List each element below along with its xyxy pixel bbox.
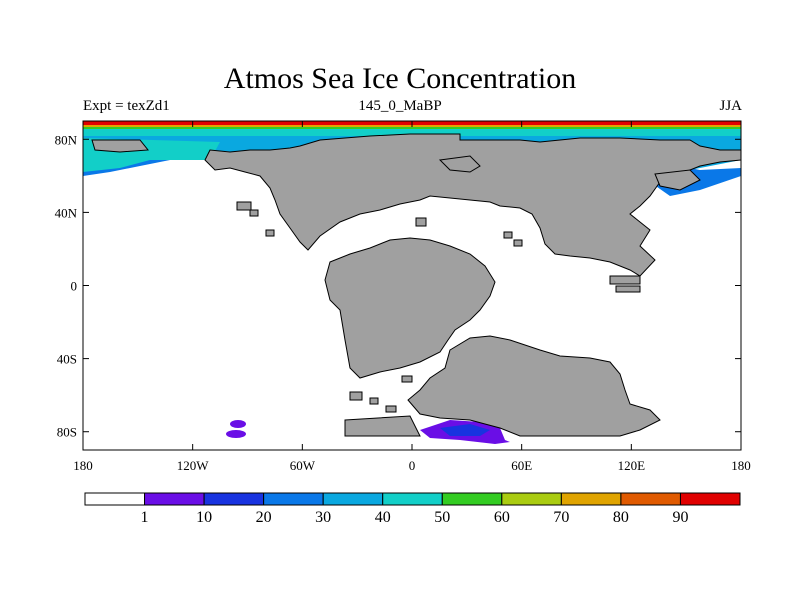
ice-patch-2	[226, 430, 246, 438]
ice-band-60	[83, 127, 741, 130]
season-label: JJA	[719, 98, 742, 114]
colorbar: 1 10 20 30 40 50 60 70 80 90	[84, 492, 741, 526]
island-2	[249, 209, 259, 217]
island-10	[385, 405, 397, 413]
colorbar-label: 1	[141, 509, 149, 526]
colorbar-box-1	[144, 492, 205, 506]
colorbar-box-0	[84, 492, 146, 506]
colorbar-box-6	[441, 492, 503, 506]
x-tick-label: 120E	[618, 458, 646, 473]
land-greenland	[91, 139, 149, 153]
colorbar-label: 30	[315, 509, 331, 526]
time-label: 145_0_MaBP	[358, 98, 442, 114]
y-tick-label: 0	[71, 279, 78, 294]
ice-antarctic-inner	[440, 424, 490, 436]
colorbar-box-5	[382, 492, 443, 506]
island-9	[369, 397, 379, 405]
colorbar-label: 70	[553, 509, 569, 526]
land-laurasia	[204, 133, 741, 277]
experiment-label: Expt = texZd1	[83, 98, 170, 114]
island-5	[513, 239, 523, 247]
x-tick-label: 0	[409, 458, 416, 473]
x-tick-label: 120W	[177, 458, 210, 473]
x-tick-label: 60W	[290, 458, 316, 473]
colorbar-box-9	[620, 492, 681, 506]
y-tick-label: 80S	[57, 425, 77, 440]
island-12	[415, 217, 427, 227]
colorbar-label: 60	[494, 509, 510, 526]
y-tick-label: 40S	[57, 352, 77, 367]
land-arctic-island	[438, 155, 481, 173]
y-tick-label: 40N	[55, 205, 78, 220]
colorbar-label: 10	[196, 509, 212, 526]
colorbar-label: 20	[256, 509, 272, 526]
colorbar-label: 40	[375, 509, 391, 526]
land-layer	[91, 133, 741, 437]
island-8	[349, 391, 363, 401]
island-1	[236, 201, 252, 211]
island-4	[503, 231, 513, 239]
colorbar-box-2	[203, 492, 265, 506]
island-6	[609, 275, 641, 285]
colorbar-box-10	[679, 492, 741, 506]
land-gondwana-west	[324, 237, 496, 379]
colorbar-box-7	[501, 492, 562, 506]
colorbar-box-8	[560, 492, 622, 506]
x-tick-label: 180	[731, 458, 751, 473]
x-tick-label: 180	[73, 458, 93, 473]
y-tick-label: 80N	[55, 132, 78, 147]
ice-patch-1	[230, 420, 246, 428]
land-gondwana-east	[407, 335, 661, 437]
land-asia-east	[654, 169, 701, 191]
island-3	[265, 229, 275, 237]
island-11	[401, 375, 413, 383]
colorbar-label: 90	[672, 509, 688, 526]
colorbar-label: 80	[613, 509, 629, 526]
colorbar-label: 50	[434, 509, 450, 526]
colorbar-box-4	[322, 492, 384, 506]
y-axis: 80N 40N 0 40S 80S	[55, 132, 741, 440]
colorbar-box-3	[263, 492, 324, 506]
map-title: Atmos Sea Ice Concentration	[223, 62, 577, 95]
island-7	[615, 285, 641, 293]
land-antarctic-shelf	[344, 415, 421, 437]
x-tick-label: 60E	[511, 458, 532, 473]
x-axis: 180 120W 60W 0 60E 120E 180	[73, 121, 751, 473]
